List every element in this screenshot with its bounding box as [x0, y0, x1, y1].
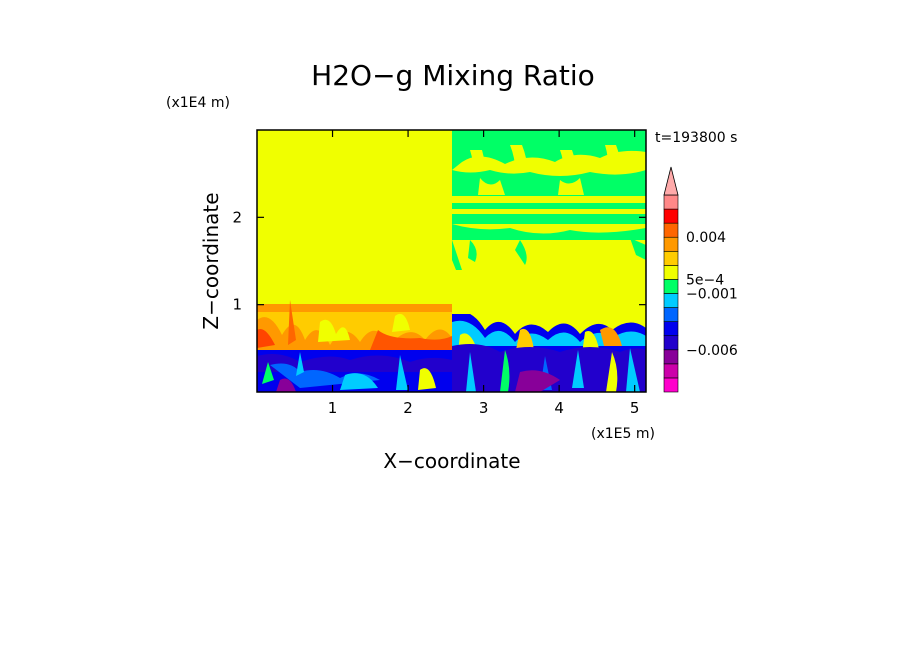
colorbar-segment	[663, 377, 679, 393]
colorbar-segment	[663, 349, 679, 365]
y-axis-label: Z−coordinate	[199, 192, 223, 329]
y-axis-ticks: 12	[232, 208, 646, 314]
y-tick-label: 1	[232, 296, 242, 314]
colorbar-label: 5e−4	[686, 272, 724, 288]
left-upper-region	[257, 130, 452, 304]
colorbar-segment	[663, 335, 679, 351]
y-scale-label: (x1E4 m)	[166, 95, 230, 111]
x-tick-label: 1	[328, 399, 338, 417]
chart-title: H2O−g Mixing Ratio	[311, 59, 595, 92]
colorbar-segment	[663, 222, 679, 238]
colorbar-segment	[663, 293, 679, 308]
colorbar-segment	[663, 279, 679, 294]
colorbar-label: −0.001	[686, 287, 738, 303]
colorbar-label: 0.004	[686, 230, 726, 246]
x-tick-label: 5	[630, 399, 640, 417]
colorbar-segment	[663, 236, 679, 252]
x-axis-label: X−coordinate	[383, 449, 520, 473]
x-tick-label: 2	[403, 399, 413, 417]
field-plot	[257, 130, 646, 392]
colorbar-segment	[663, 321, 679, 337]
x-tick-label: 3	[479, 399, 489, 417]
x-axis-ticks: 1 2 3 4 5	[328, 130, 640, 417]
colorbar-segment	[663, 363, 679, 379]
y-tick-label: 2	[232, 208, 242, 226]
colorbar-segment	[663, 265, 679, 280]
time-label: t=193800 s	[655, 130, 737, 146]
colorbar-segment	[663, 250, 679, 266]
colorbar-extend-arrow	[663, 166, 679, 196]
colorbar-segment	[663, 194, 679, 210]
colorbar: 0.004 5e−4−0.001 −0.006	[663, 166, 738, 393]
colorbar-segment	[663, 208, 679, 224]
x-tick-label: 4	[554, 399, 564, 417]
plot-frame	[256, 129, 647, 393]
colorbar-segment	[663, 307, 679, 322]
colorbar-label: −0.006	[686, 343, 738, 359]
x-scale-label: (x1E5 m)	[591, 426, 655, 442]
